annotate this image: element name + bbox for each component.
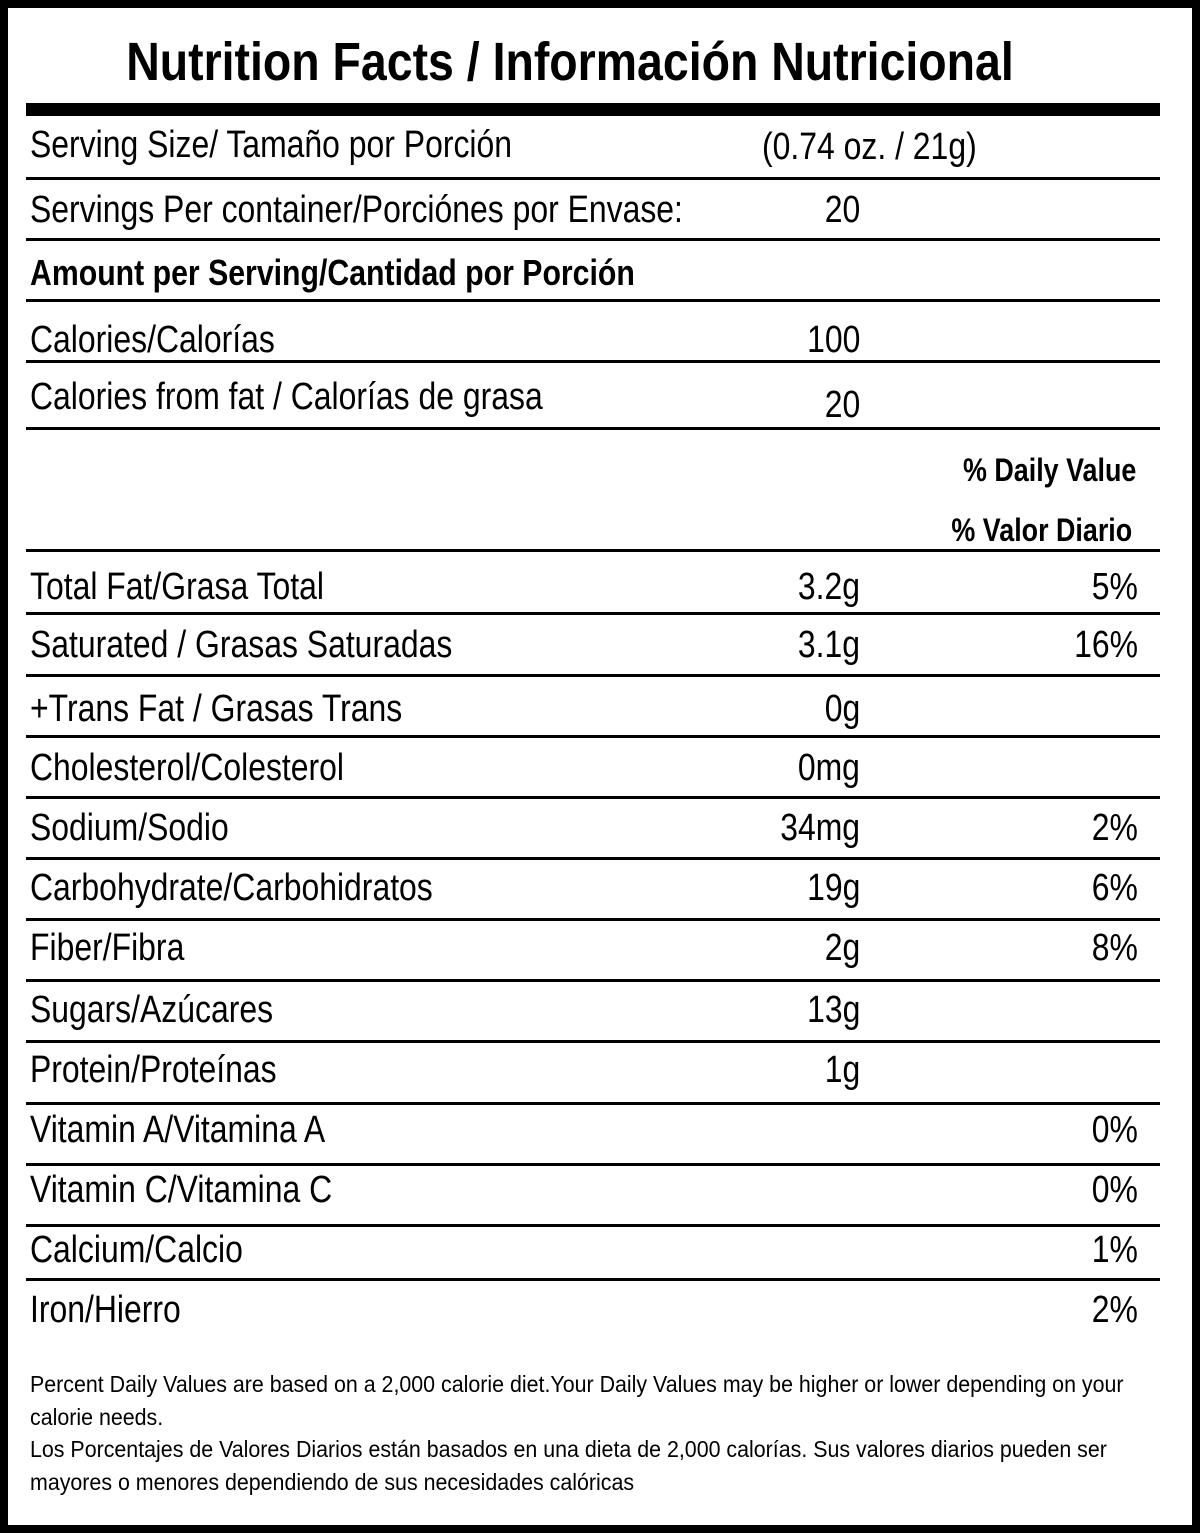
divider [26,299,1160,302]
nutrient-daily-value: 16% [1074,624,1138,666]
divider [26,427,1160,430]
servings-per-container-label: Servings Per container/Porciónes por Env… [30,189,683,231]
divider [26,549,1160,552]
divider [26,796,1160,799]
divider [26,918,1160,921]
footnote-es: Los Porcentajes de Valores Diarios están… [30,1436,1107,1495]
nutrient-daily-value: 6% [1091,867,1138,909]
calories-label: Calories/Calorías [30,319,275,361]
calories-from-fat-value: 20 [824,384,860,426]
nutrient-label: Sugars/Azúcares [30,989,274,1031]
nutrient-amount: 13g [806,989,860,1031]
divider [26,612,1160,615]
nutrient-amount: 19g [806,867,860,909]
nutrient-label: Calcium/Calcio [30,1229,243,1271]
nutrient-amount: 0mg [797,747,860,789]
footnote-en: Percent Daily Values are based on a 2,00… [30,1371,1124,1430]
nutrient-daily-value: 0% [1091,1169,1138,1211]
calories-from-fat-label: Calories from fat / Calorías de grasa [30,376,543,418]
nutrient-label: Fiber/Fibra [30,927,185,969]
footnote: Percent Daily Values are based on a 2,00… [30,1368,1155,1498]
daily-value-header-es: % Valor Diario [951,512,1132,548]
nutrient-daily-value: 2% [1091,1289,1138,1331]
nutrient-label: Sodium/Sodio [30,807,229,849]
divider [26,674,1160,677]
servings-per-container-value: 20 [824,189,860,231]
label-title: Nutrition Facts / Información Nutriciona… [126,32,1014,92]
serving-size-value: (0.74 oz. / 21g) [762,126,977,168]
amount-per-serving-heading: Amount per Serving/Cantidad por Porción [30,252,635,293]
nutrient-label: Vitamin C/Vitamina C [30,1169,333,1211]
daily-value-header-en: % Daily Value [962,452,1136,488]
nutrient-amount: 0g [824,688,860,730]
nutrient-amount: 1g [824,1049,860,1091]
divider [26,1040,1160,1043]
divider [26,1102,1160,1105]
nutrient-label: Saturated / Grasas Saturadas [30,624,453,666]
divider [26,857,1160,860]
nutrient-label: Cholesterol/Colesterol [30,747,345,789]
nutrient-amount: 3.2g [797,566,860,608]
nutrient-daily-value: 0% [1091,1109,1138,1151]
nutrient-amount: 34mg [780,807,860,849]
nutrient-daily-value: 8% [1091,927,1138,969]
thick-divider [26,103,1160,116]
divider [26,735,1160,738]
divider [26,1163,1160,1166]
nutrient-label: +Trans Fat / Grasas Trans [30,688,403,730]
nutrient-amount: 3.1g [797,624,860,666]
nutrient-label: Total Fat/Grasa Total [30,566,324,608]
nutrient-label: Protein/Proteínas [30,1049,277,1091]
divider [26,238,1160,241]
divider [26,177,1160,180]
divider [26,1224,1160,1227]
nutrient-daily-value: 5% [1091,566,1138,608]
serving-size-label: Serving Size/ Tamaño por Porción [30,124,513,166]
nutrient-label: Carbohydrate/Carbohidratos [30,867,433,909]
nutrient-amount: 2g [824,927,860,969]
divider [26,1278,1160,1281]
divider [26,979,1160,982]
nutrient-label: Iron/Hierro [30,1289,181,1331]
nutrient-daily-value: 2% [1091,807,1138,849]
divider [26,360,1160,363]
nutrient-label: Vitamin A/Vitamina A [30,1109,326,1151]
nutrient-daily-value: 1% [1091,1229,1138,1271]
calories-value: 100 [806,319,860,361]
